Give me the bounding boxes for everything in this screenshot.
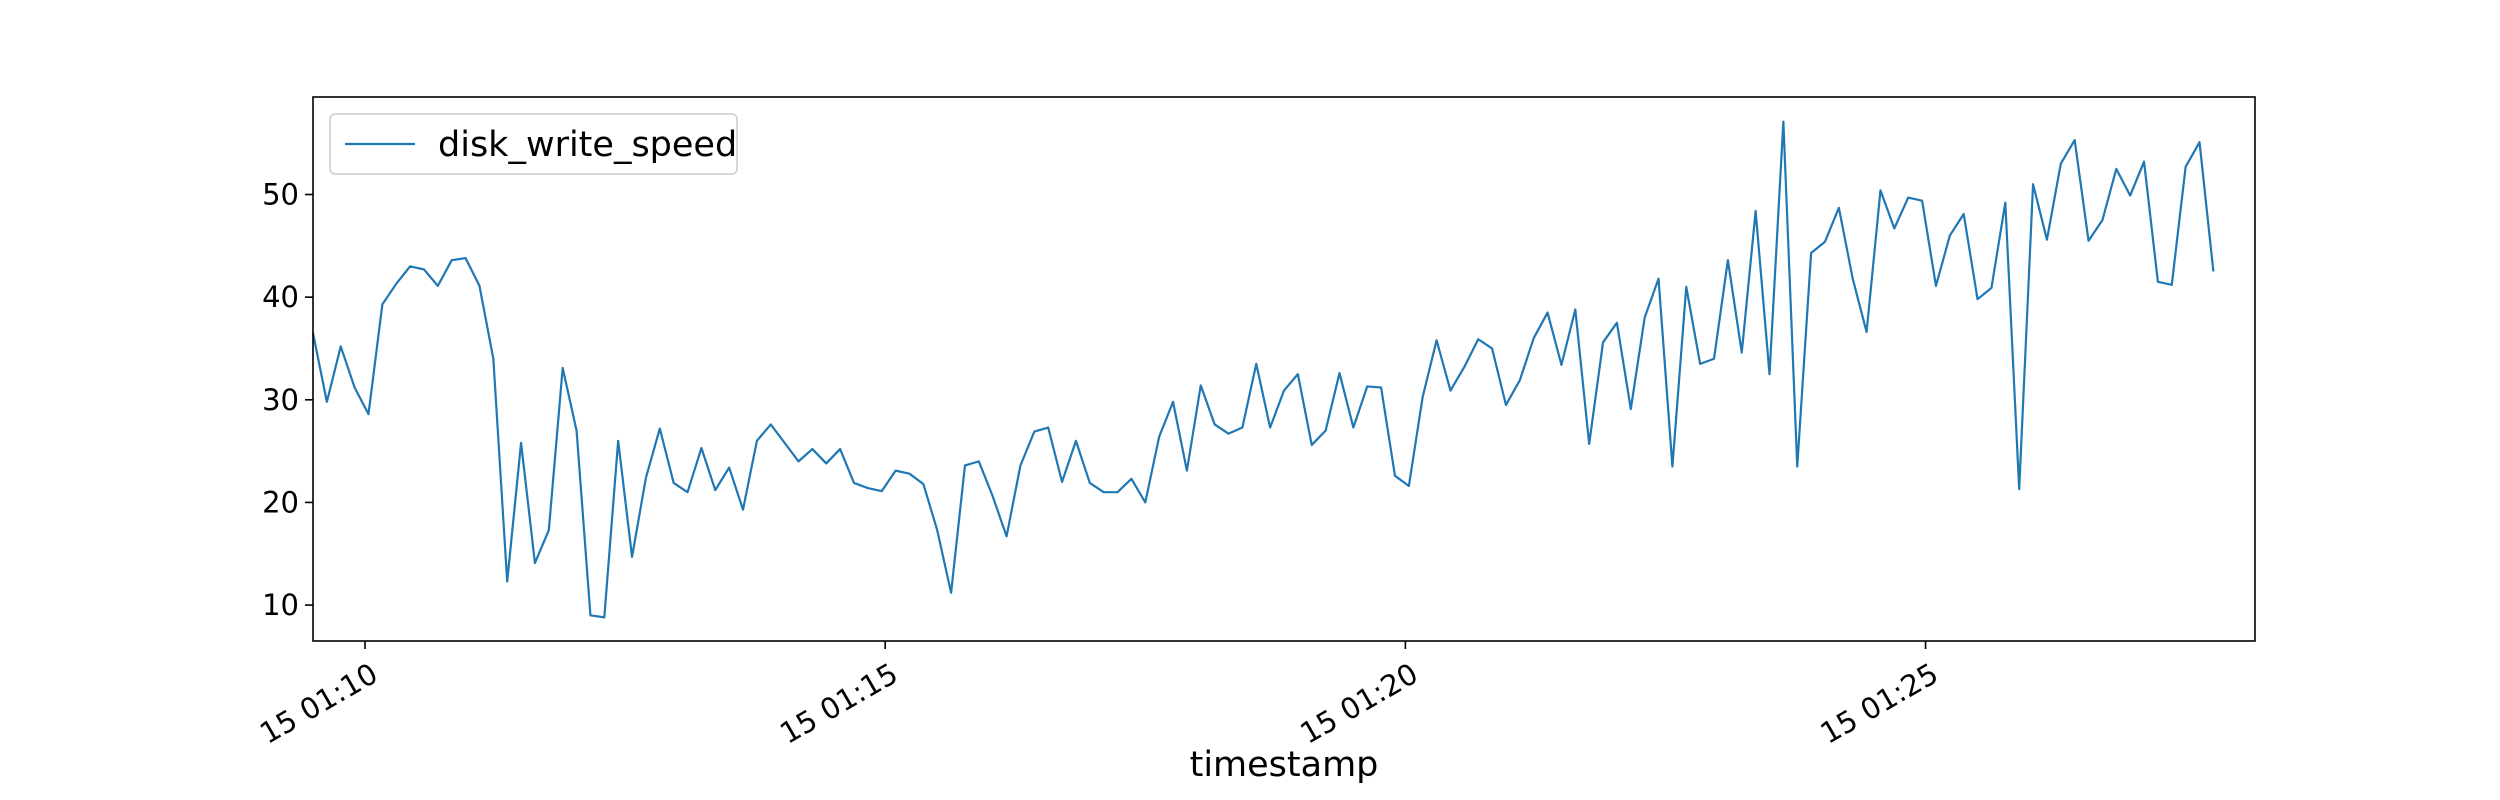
x-tick-label: 15 01:20 — [1294, 656, 1423, 750]
x-axis-label: timestamp — [1190, 745, 1379, 785]
series-line-disk-write-speed — [311, 120, 2215, 619]
y-axis: 10 20 30 40 50 — [262, 178, 313, 622]
y-tick-label: 30 — [262, 383, 299, 417]
legend: disk_write_speed — [329, 113, 738, 175]
x-tick-label: 15 01:25 — [1815, 656, 1944, 750]
y-tick-label: 40 — [262, 280, 299, 314]
legend-label-disk-write-speed: disk_write_speed — [438, 125, 737, 165]
y-tick-label: 50 — [262, 178, 299, 212]
y-tick-label: 10 — [262, 588, 299, 622]
x-axis: 15 01:10 15 01:15 15 01:20 15 01:25 — [254, 641, 1944, 751]
y-tick-label: 20 — [262, 485, 299, 519]
plot-frame — [312, 96, 2256, 642]
x-tick-label: 15 01:15 — [774, 656, 903, 750]
x-tick-label: 15 01:10 — [254, 656, 383, 750]
legend-box — [329, 113, 738, 175]
plot-area — [311, 120, 2215, 619]
